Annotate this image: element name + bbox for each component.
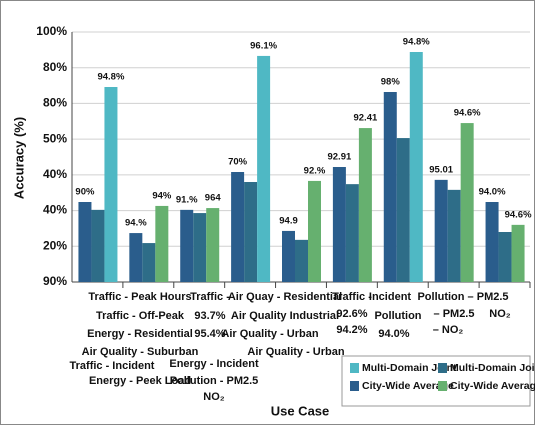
legend-label: City-Wide Average: [362, 380, 454, 392]
x-category-label: 94.0%: [378, 328, 409, 340]
legend-swatch: [438, 381, 447, 391]
x-category-label: Traffic -: [190, 291, 230, 303]
y-tick-label: 20%: [43, 238, 67, 252]
bar-annotation: 94.0%: [479, 187, 506, 198]
bar: [295, 239, 308, 282]
bar: [129, 233, 143, 282]
bar-annotation: 92.91: [327, 152, 351, 163]
x-category-label: Traffic -: [332, 291, 372, 303]
bar-annotation: 92.%: [304, 165, 326, 176]
bar: [332, 167, 346, 282]
x-category-label: Pollution: [374, 310, 421, 322]
bar-annotation: 94.6%: [505, 209, 532, 220]
bar-annotation: 94.8%: [403, 37, 430, 48]
bar-annotation: 964: [205, 193, 222, 204]
bar-annotation: 94.6%: [454, 108, 481, 119]
bar: [206, 208, 220, 282]
bar: [282, 230, 295, 282]
x-category-label: 94.2%: [336, 324, 367, 336]
bar: [257, 55, 271, 282]
x-category-label: 95.4%: [194, 328, 225, 340]
bar-annotation: 95.01: [429, 164, 453, 175]
x-axis-label: Use Case: [271, 403, 330, 418]
bar: [104, 87, 118, 282]
x-category-label: NO₂: [203, 391, 225, 403]
x-category-label: Pollution - PM2.5: [170, 375, 259, 387]
x-category-label: Air Quality - Urban: [221, 328, 318, 340]
bar-annotation: 70%: [228, 157, 248, 168]
x-category-label: Air Quay - Residential: [228, 291, 342, 303]
legend-swatch: [438, 363, 447, 373]
bar-annotation: 96.1%: [250, 40, 277, 51]
bar-annotation: 94.8%: [97, 72, 124, 83]
x-category-label: – NO₂: [433, 324, 464, 336]
bar: [231, 172, 245, 282]
y-tick-label: 90%: [43, 274, 67, 288]
y-tick-label: 80%: [43, 60, 67, 74]
x-category-label: NO₂: [489, 308, 511, 320]
bar: [78, 202, 92, 282]
bar: [498, 232, 512, 282]
x-category-label: 93.7%: [194, 310, 225, 322]
x-category-label: 92.6%: [336, 308, 367, 320]
bar: [358, 128, 372, 282]
bar: [511, 224, 525, 282]
bar: [244, 182, 258, 282]
x-category-label: – PM2.5: [434, 308, 475, 320]
bar: [91, 209, 105, 282]
bar: [383, 92, 397, 282]
x-category-label: Incident: [369, 291, 412, 303]
legend-label: City-Wide Average: [450, 380, 535, 392]
bar-annotation: 91.%: [176, 194, 198, 205]
bar-annotation: 90%: [75, 187, 95, 198]
legend-label: Multi-Domain Joint: [362, 362, 457, 374]
bar: [155, 205, 169, 282]
x-category-label: Traffic - Peak Hours: [88, 291, 191, 303]
bar: [409, 52, 423, 282]
y-tick-label: 100%: [36, 24, 67, 38]
bar-annotation: 92.41: [353, 113, 377, 124]
x-category-label: Air Quality - Suburban: [82, 346, 199, 358]
y-axis-label: Accuracy (%): [11, 117, 26, 199]
x-category-label: Energy - Peek Load: [89, 375, 191, 387]
x-category-label: Air Quality Industrial: [231, 310, 339, 322]
bar-annotation: 98%: [381, 77, 401, 88]
y-tick-label: 40%: [43, 203, 67, 217]
bar-annotation: 94.9: [279, 215, 298, 226]
bar: [396, 138, 410, 282]
bar-annotation: 94%: [152, 190, 172, 201]
bar: [308, 180, 321, 282]
legend-swatch: [350, 363, 359, 373]
bar: [142, 243, 156, 282]
bar: [193, 213, 207, 282]
bar: [485, 202, 499, 282]
x-category-label: Traffic - Incident: [70, 360, 155, 372]
x-category-label: Pollution – PM2.5: [417, 291, 508, 303]
y-tick-label: 50%: [43, 131, 67, 145]
legend-swatch: [350, 381, 359, 391]
bar: [447, 189, 461, 282]
bar: [345, 184, 359, 282]
legend-box: [341, 355, 531, 407]
x-category-label: Traffic - Off-Peak: [96, 310, 185, 322]
bar: [460, 123, 474, 282]
bar: [180, 209, 194, 282]
x-category-label: Energy - Incident: [169, 358, 259, 370]
y-tick-label: 40%: [43, 167, 67, 181]
bar: [434, 179, 448, 282]
bar-annotation: 94.%: [125, 218, 147, 229]
legend-label: Multi-Domain Joint: [450, 362, 535, 374]
x-category-label: Energy - Residential: [87, 328, 193, 340]
x-category-label: Air Quality - Urban: [247, 346, 344, 358]
y-tick-label: 80%: [43, 96, 67, 110]
